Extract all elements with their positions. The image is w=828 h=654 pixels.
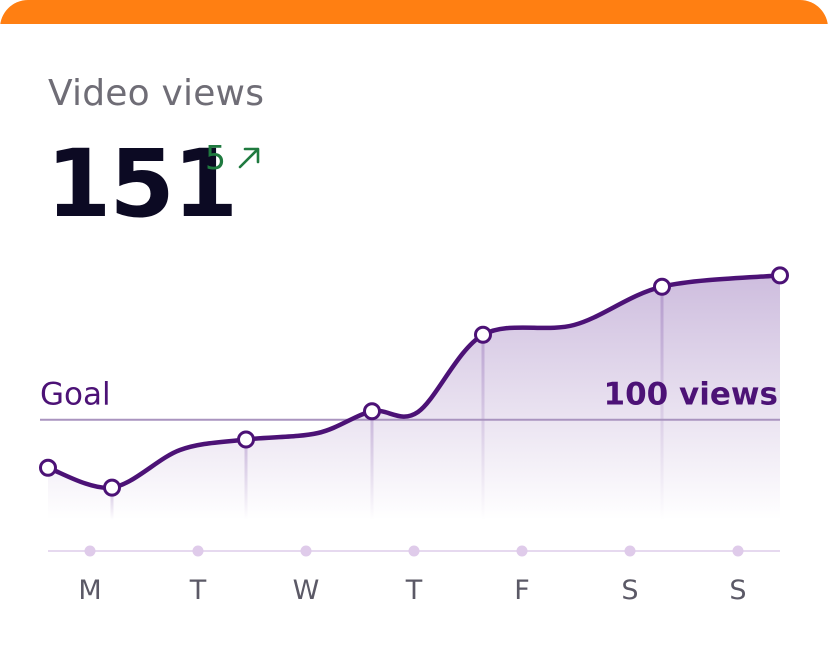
data-point[interactable] <box>653 277 671 296</box>
x-tick-label: S <box>621 575 638 606</box>
arrow-up-right-icon <box>238 147 260 168</box>
delta-badge: 5 <box>205 141 262 174</box>
x-tick-label: W <box>293 575 320 606</box>
x-tick-label: F <box>514 575 530 606</box>
area-layer <box>48 275 780 520</box>
drop-lines <box>110 286 664 520</box>
goal-label: Goal <box>40 377 111 413</box>
total-views-value: 151 <box>46 130 238 239</box>
x-tick-dot <box>300 545 312 557</box>
x-tick-dot <box>732 545 744 557</box>
x-tick-dot <box>516 545 528 557</box>
drop-line <box>110 487 114 520</box>
drop-line <box>370 411 374 520</box>
data-point[interactable] <box>474 325 492 344</box>
drop-line <box>660 286 664 520</box>
delta-value: 5 <box>205 138 226 177</box>
x-tick-label: M <box>78 575 101 606</box>
series-area <box>48 275 780 520</box>
card-title: Video views <box>48 73 265 114</box>
card-accent-bar <box>0 0 828 24</box>
data-point[interactable] <box>771 266 789 285</box>
points-layer <box>39 266 789 497</box>
data-point[interactable] <box>363 402 381 421</box>
x-tick-dot <box>84 545 96 557</box>
goal-value-label: 100 views <box>604 377 778 413</box>
x-tick-dot <box>624 545 636 557</box>
x-tick-dot <box>192 545 204 557</box>
x-tick-label: T <box>405 575 423 606</box>
data-point[interactable] <box>39 458 57 477</box>
data-point[interactable] <box>103 478 121 497</box>
drop-line <box>481 334 485 520</box>
data-point[interactable] <box>237 430 255 449</box>
x-tick-label: S <box>729 575 746 606</box>
x-tick-dot <box>408 545 420 557</box>
drop-line <box>244 439 248 520</box>
x-tick-label: T <box>189 575 207 606</box>
